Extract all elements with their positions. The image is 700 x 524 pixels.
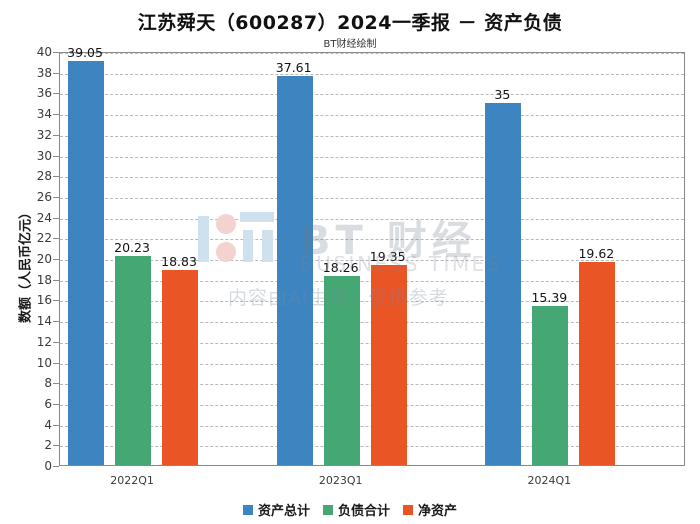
y-tick-label: 20	[36, 252, 52, 266]
bar-value-label: 37.61	[275, 59, 312, 75]
legend-item[interactable]: 资产总计	[242, 500, 310, 519]
gridline	[60, 177, 684, 179]
legend-swatch	[242, 504, 253, 515]
legend-item[interactable]: 净资产	[403, 500, 457, 519]
y-tick-label: 18	[36, 272, 52, 287]
legend-label: 负债合计	[337, 504, 390, 519]
y-tick-label: 26	[36, 189, 52, 204]
y-tick-mark	[53, 52, 59, 53]
y-tick-label: 40	[36, 45, 52, 59]
y-tick-label: 32	[36, 127, 52, 142]
y-tick-label: 8	[44, 376, 52, 391]
gridline	[60, 53, 684, 54]
y-tick-mark	[53, 196, 59, 198]
gridline	[60, 218, 684, 220]
bar[interactable]	[276, 75, 313, 465]
gridline	[60, 260, 684, 261]
bar-value-label: 18.83	[161, 254, 197, 270]
y-tick-label: 24	[36, 210, 52, 225]
y-tick-label: 12	[36, 334, 52, 349]
plot-area	[59, 52, 685, 466]
chart-subtitle: BT财经绘制	[323, 39, 377, 50]
gridline	[60, 94, 684, 96]
gridline	[60, 115, 684, 117]
y-tick-mark	[53, 259, 59, 260]
y-tick-label: 28	[36, 169, 52, 184]
bar[interactable]	[323, 276, 360, 465]
gridline	[60, 156, 684, 158]
y-tick-label: 6	[44, 396, 52, 411]
bar-value-label: 19.35	[369, 248, 406, 264]
gridline	[60, 73, 684, 75]
legend-label: 净资产	[418, 504, 458, 519]
y-tick-label: 2	[44, 438, 52, 453]
y-tick-label: 14	[36, 314, 52, 329]
bar[interactable]	[115, 255, 152, 465]
y-tick-mark	[53, 114, 59, 116]
chart-title: 江苏舜天（600287）2024一季报 － 资产负债	[137, 12, 563, 34]
y-tick-mark	[53, 403, 59, 405]
y-tick-label: 30	[36, 148, 52, 163]
y-tick-mark	[53, 155, 59, 157]
y-tick-mark	[53, 176, 59, 178]
bar-value-label: 15.39	[531, 289, 568, 305]
x-tick-label: 2024Q1	[527, 474, 572, 487]
y-tick-label: 10	[36, 355, 52, 370]
y-tick-mark	[53, 134, 59, 136]
y-tick-label: 4	[44, 417, 52, 432]
y-tick-mark	[53, 362, 59, 364]
y-tick-mark	[53, 217, 59, 219]
gridline	[60, 239, 684, 241]
legend-item[interactable]: 负债合计	[322, 500, 390, 519]
y-tick-label: 38	[36, 65, 52, 80]
x-tick-label: 2023Q1	[318, 474, 363, 487]
gridline	[60, 135, 684, 137]
y-tick-mark	[53, 93, 59, 95]
y-tick-label: 0	[44, 459, 52, 473]
bar-value-label: 19.62	[578, 245, 615, 261]
bar-value-label: 39.05	[67, 44, 103, 60]
bar[interactable]	[532, 305, 569, 465]
bar[interactable]	[370, 264, 407, 465]
bar[interactable]	[485, 102, 522, 465]
legend-swatch	[322, 504, 333, 515]
bar-value-label: 18.26	[322, 260, 359, 275]
bar[interactable]	[68, 60, 105, 465]
y-tick-label: 36	[36, 86, 52, 101]
y-tick-mark	[53, 321, 59, 323]
y-tick-mark	[53, 279, 59, 281]
chart-legend[interactable]: 资产总计 负债合计 净资产	[0, 500, 700, 519]
y-tick-mark	[53, 383, 59, 385]
y-tick-mark	[53, 445, 59, 447]
y-tick-label: 16	[36, 293, 52, 308]
y-tick-label: 34	[36, 107, 52, 122]
y-tick-mark	[53, 341, 59, 343]
y-tick-mark	[53, 300, 59, 302]
legend-label: 资产总计	[257, 504, 310, 519]
y-tick-mark	[53, 466, 59, 467]
y-tick-label: 22	[36, 231, 52, 246]
y-tick-mark	[53, 72, 59, 74]
bar-value-label: 35	[494, 86, 511, 102]
legend-swatch	[403, 504, 413, 515]
y-tick-mark	[53, 424, 59, 426]
x-tick-label: 2022Q1	[110, 474, 154, 487]
bar[interactable]	[579, 261, 616, 465]
y-tick-mark	[53, 238, 59, 240]
bar-value-label: 20.23	[114, 239, 150, 255]
gridline	[60, 197, 684, 199]
bar[interactable]	[162, 270, 199, 465]
